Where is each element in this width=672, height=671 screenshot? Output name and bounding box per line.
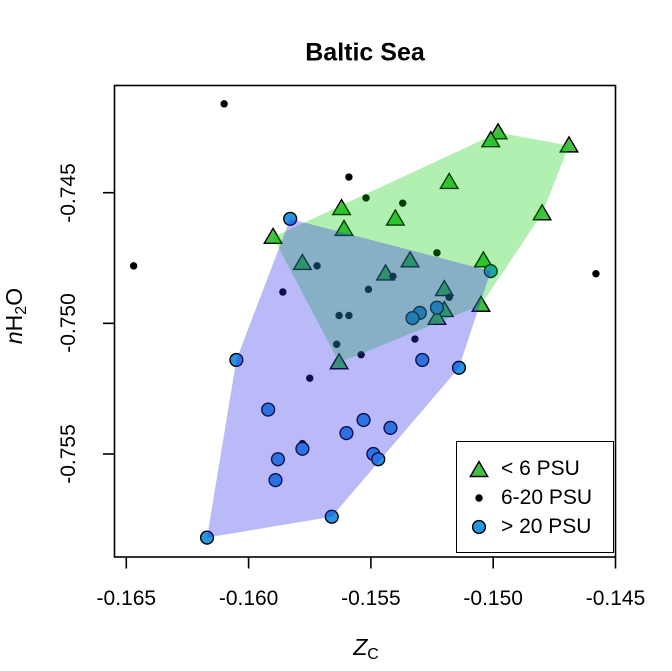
circle-marker [483, 263, 498, 279]
legend-triangle-icon [457, 459, 501, 479]
triangle-marker [385, 208, 406, 226]
dot-marker [345, 311, 353, 320]
triangle-marker [333, 219, 355, 237]
y-axis-label-main: H [1, 314, 27, 332]
x-tick-label: -0.145 [585, 587, 646, 610]
triangle-marker [559, 135, 580, 153]
legend-item-label: > 20 PSU [501, 514, 592, 538]
circle-marker [229, 352, 244, 368]
legend-item-label: < 6 PSU [501, 456, 580, 480]
legend-item: < 6 PSU [457, 454, 613, 483]
triangle-marker [532, 203, 553, 221]
triangle-marker [488, 122, 509, 140]
y-axis-label-end: O [1, 287, 27, 306]
circle-marker [405, 311, 420, 326]
circle-marker [261, 402, 276, 417]
triangle-marker [480, 130, 501, 148]
x-tick-label: -0.165 [96, 587, 157, 610]
triangle-marker [331, 198, 352, 216]
green-hull-polygon [273, 132, 570, 363]
circle-marker [415, 352, 430, 368]
blue-hull-polygon [207, 218, 491, 538]
plot-border [113, 84, 617, 558]
circle-marker [383, 420, 398, 435]
legend-item-label: 6-20 PSU [501, 485, 593, 509]
x-tick-label: -0.155 [341, 587, 401, 610]
triangle-marker [263, 226, 284, 245]
y-tick-label: -0.750 [57, 293, 80, 354]
dot-marker [313, 262, 321, 270]
circle-marker [324, 509, 339, 524]
circle-marker [371, 452, 386, 467]
y-tick-label: -0.755 [57, 424, 80, 484]
circle-marker [356, 412, 371, 428]
x-axis-label-subscript: C [367, 646, 379, 663]
circle-marker [283, 211, 298, 226]
circle-marker [270, 452, 286, 467]
triangle-marker [434, 279, 455, 297]
y-axis-label-subscript: 2 [13, 305, 30, 315]
dot-marker [332, 340, 341, 348]
points-layer [129, 100, 600, 545]
circle-marker [429, 300, 445, 315]
x-tick-label: -0.160 [218, 587, 279, 610]
dot-marker [364, 285, 373, 294]
dot-marker [362, 194, 370, 202]
circle-marker [199, 530, 215, 545]
dot-marker [357, 351, 365, 359]
triangle-marker [473, 250, 494, 268]
circle-marker [295, 441, 310, 456]
legend-dot-icon [457, 488, 501, 508]
legend-circle-icon [457, 517, 501, 537]
triangle-marker [329, 352, 350, 370]
x-axis-label: ZC [353, 634, 379, 664]
x-tick-label: -0.150 [463, 587, 523, 610]
triangle-marker [439, 172, 460, 190]
y-axis-label: nH2O [1, 288, 31, 344]
dot-marker [220, 100, 228, 108]
dot-marker [433, 249, 441, 257]
dot-marker [592, 270, 600, 278]
chart-title: Baltic Sea [305, 38, 425, 67]
dot-marker [445, 293, 453, 301]
triangle-marker [400, 250, 421, 268]
dot-marker [129, 262, 138, 270]
circle-marker [451, 360, 467, 375]
y-tick-label: -0.745 [57, 162, 80, 223]
dot-marker [345, 173, 353, 181]
dot-marker [279, 288, 287, 296]
x-axis-label-main: Z [353, 634, 368, 660]
legend-item: > 20 PSU [457, 512, 613, 541]
circle-marker [268, 473, 283, 488]
dot-marker [335, 311, 343, 320]
dot-marker [411, 335, 419, 343]
triangle-marker [292, 253, 313, 271]
legend-item: 6-20 PSU [457, 483, 613, 512]
dot-marker [398, 199, 407, 207]
y-axis-label-italic: n [1, 331, 27, 345]
triangle-marker [470, 294, 491, 312]
dot-marker [389, 272, 397, 281]
dot-marker [306, 374, 314, 382]
legend: < 6 PSU 6-20 PSU > 20 PSU [456, 441, 614, 553]
triangle-marker [426, 307, 447, 326]
circle-marker [339, 425, 354, 441]
